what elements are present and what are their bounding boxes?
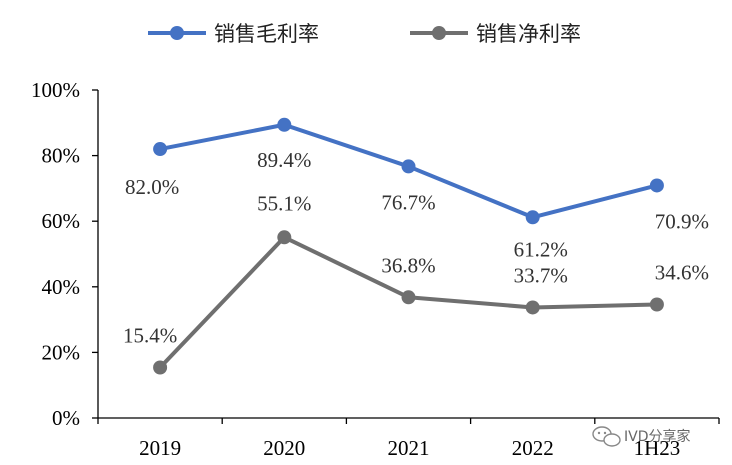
x-tick-label: 1H23 <box>634 436 681 460</box>
y-tick-label: 0% <box>52 406 80 430</box>
data-point <box>277 230 292 245</box>
data-labels: 82.0% 89.4% 76.7% 61.2% 70.9% 15.4% 55.1% 36.8%… <box>123 148 709 348</box>
x-tick-label: 2020 <box>263 436 305 460</box>
legend-swatch-marker <box>170 26 184 40</box>
axes: 0% 20% 40% 60% 80% 100% 2019 2020 2021 2022 1H23 <box>31 78 720 460</box>
data-label: 70.9% <box>655 209 709 233</box>
data-point <box>525 210 540 225</box>
legend-label: 销售净利率 <box>476 22 581 46</box>
data-point <box>401 290 416 305</box>
data-point <box>401 159 416 174</box>
chat-bubble-icon <box>592 426 621 447</box>
y-tick-label: 40% <box>42 275 81 299</box>
legend: 销售毛利率 销售净利率 <box>148 22 581 46</box>
data-label: 82.0% <box>125 175 179 199</box>
x-tick-label: 2022 <box>512 436 554 460</box>
y-tick-label: 80% <box>42 144 81 168</box>
x-tick-label: 2019 <box>139 436 181 460</box>
data-point <box>277 117 292 132</box>
watermark: IVD分享家 <box>592 426 691 447</box>
data-label: 55.1% <box>257 191 311 215</box>
data-point <box>153 360 168 375</box>
data-label: 15.4% <box>123 323 177 347</box>
legend-swatch-marker <box>432 26 446 40</box>
data-label: 89.4% <box>257 148 311 172</box>
y-tick-label: 20% <box>42 340 81 364</box>
data-point <box>153 142 168 157</box>
data-point <box>649 297 664 312</box>
data-label: 34.6% <box>655 261 709 285</box>
data-label: 33.7% <box>514 263 568 287</box>
data-label: 36.8% <box>381 253 435 277</box>
data-point <box>525 300 540 315</box>
y-tick-label: 60% <box>42 209 81 233</box>
data-point <box>649 178 664 193</box>
x-tick-label: 2021 <box>388 436 430 460</box>
data-label: 76.7% <box>381 190 435 214</box>
watermark-text: IVD分享家 <box>624 428 691 445</box>
legend-label: 销售毛利率 <box>214 22 319 46</box>
series-group <box>153 117 664 375</box>
y-tick-label: 100% <box>31 78 80 102</box>
data-label: 61.2% <box>514 237 568 261</box>
